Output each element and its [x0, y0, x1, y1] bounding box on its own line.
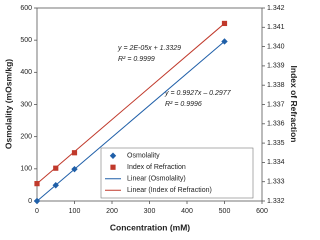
y-tick-label: 200 — [20, 134, 32, 141]
y-axis-title: Osmolality (mOsm/kg) — [3, 59, 13, 149]
point — [34, 181, 40, 187]
legend-label: Osmolality — [127, 153, 160, 160]
y2-tick-label: 1.332 — [267, 198, 285, 205]
x-tick-label: 0 — [35, 208, 39, 215]
trend-line — [36, 41, 225, 202]
y2-axis-title: Index of Refraction — [289, 66, 299, 143]
x-tick-label: 600 — [256, 208, 268, 215]
y2-tick-label: 1.334 — [267, 159, 285, 166]
y-tick-label: 400 — [20, 69, 32, 76]
x-tick-label: 200 — [106, 208, 118, 215]
point — [71, 165, 78, 173]
x-tick-label: 400 — [181, 208, 193, 215]
annotation: y = 0.9927x – 0.2977 — [164, 90, 232, 97]
point — [71, 150, 78, 156]
x-axis-title: Concentration (mM) — [110, 222, 190, 232]
legend-box — [100, 147, 254, 199]
annotation: y = 2E-05x + 1.3329 — [117, 45, 181, 52]
y2-tick-label: 1.336 — [267, 121, 285, 128]
legend-marker — [109, 152, 117, 159]
y2-tick-label: 1.333 — [267, 179, 285, 186]
y2-tick-label: 1.340 — [267, 43, 285, 50]
legend-label: Linear (Index of Refraction) — [127, 187, 212, 194]
chart: Concentration (mM) Osmolality (mOsm/kg) … — [3, 5, 299, 232]
x-tick-label: 100 — [69, 208, 81, 215]
legend-label: Linear (Osmolality) — [127, 176, 186, 183]
y-tick-label: 0 — [28, 198, 32, 205]
point — [53, 165, 59, 171]
trend-line — [36, 23, 225, 185]
point — [221, 38, 228, 45]
y-tick-label: 300 — [20, 101, 32, 108]
x-tick-label: 500 — [219, 208, 231, 215]
y2-tick-label: 1.341 — [267, 24, 285, 31]
point — [52, 182, 59, 189]
y2-tick-label: 1.337 — [267, 101, 285, 108]
y2-tick-label: 1.339 — [267, 63, 285, 70]
y2-tick-label: 1.338 — [267, 82, 285, 89]
annotation: R² = 0.9996 — [165, 101, 202, 108]
legend-label: Index of Refraction — [127, 164, 186, 171]
annotation: R² = 0.9999 — [118, 56, 155, 63]
y-tick-label: 500 — [20, 37, 32, 44]
y-tick-label: 100 — [20, 166, 32, 173]
point — [33, 197, 41, 205]
legend-marker — [110, 164, 116, 170]
point — [221, 20, 228, 27]
y2-tick-label: 1.335 — [267, 140, 285, 147]
y2-tick-label: 1.342 — [267, 5, 285, 12]
y-tick-label: 600 — [20, 5, 32, 12]
x-tick-label: 300 — [144, 208, 156, 215]
